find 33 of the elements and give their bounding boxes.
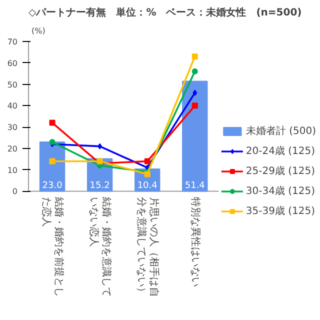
y-tick-label: 10 xyxy=(7,166,18,175)
y-tick-label: 50 xyxy=(7,80,18,90)
legend-label: 25-29歳 (125) xyxy=(246,164,316,178)
y-tick-label: 40 xyxy=(7,102,18,111)
data-label: 10.4 xyxy=(137,181,158,192)
x-tick-label: 結婚・婚約を意識していない恋人 xyxy=(88,196,113,298)
y-tick-label: 30 xyxy=(7,123,18,132)
legend-label: 20-24歳 (125) xyxy=(246,144,316,158)
legend-label: 未婚者計 (500) xyxy=(246,124,316,138)
point xyxy=(192,102,198,109)
point xyxy=(49,120,56,126)
data-label: 23.0 xyxy=(42,181,63,192)
data-label: 51.4 xyxy=(184,181,206,192)
y-tick-label: 20 xyxy=(7,144,18,154)
legend-label: 30-34歳 (125) xyxy=(246,184,316,198)
point xyxy=(192,90,198,96)
point xyxy=(192,68,198,74)
y-axis-title: (%) xyxy=(32,26,46,36)
bar xyxy=(39,142,66,192)
chart-title: ◇パートナー有無 単位：% ベース：未婚女性 (n=500) xyxy=(28,6,302,18)
x-tick-label: 特別な異性はいない xyxy=(189,197,202,288)
y-tick-label: 60 xyxy=(7,58,18,68)
bar xyxy=(182,80,208,192)
y-tick-label: 70 xyxy=(7,37,18,46)
data-label: 15.2 xyxy=(90,181,110,192)
point xyxy=(49,158,56,164)
point xyxy=(192,53,198,60)
legend-label: 35-39歳 (125) xyxy=(246,204,316,218)
x-tick-label: 片思いの人（相手は自分を意識していない） xyxy=(136,197,160,298)
y-tick-label: 0 xyxy=(12,187,18,196)
x-tick-label: 結婚・婚約を前提とした恋人 xyxy=(40,196,66,298)
point xyxy=(144,171,150,178)
point xyxy=(144,158,150,164)
